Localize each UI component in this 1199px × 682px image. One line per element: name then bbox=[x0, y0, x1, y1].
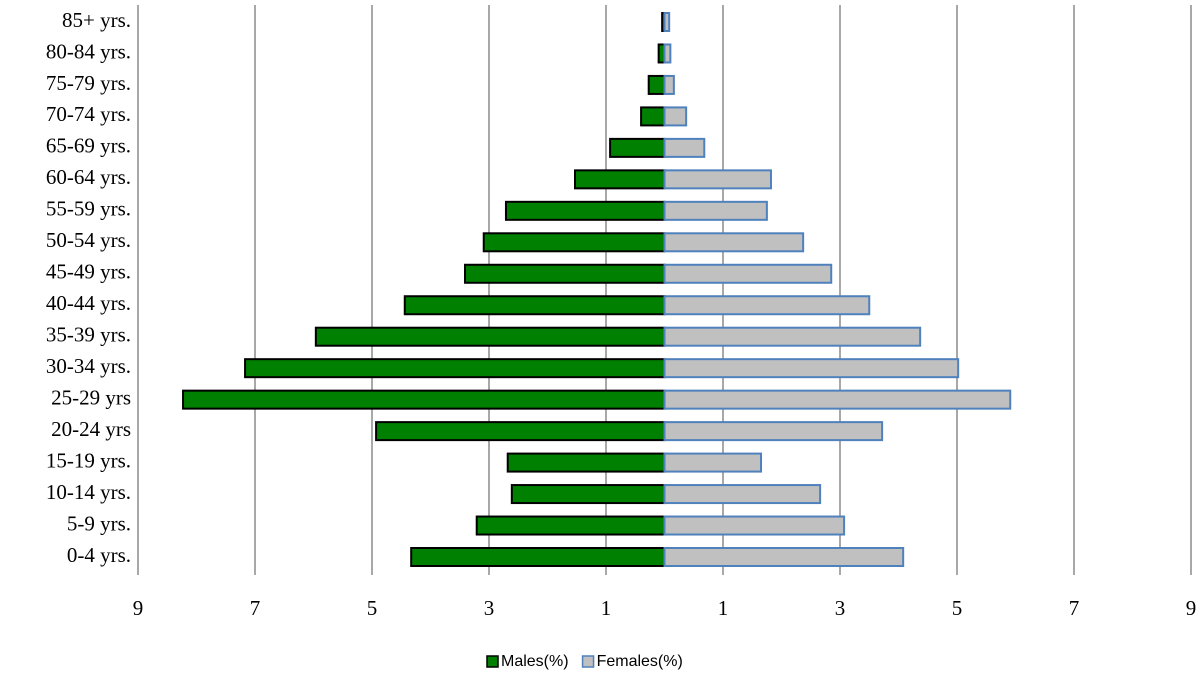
y-tick-label: 80-84 yrs. bbox=[46, 39, 131, 63]
bar bbox=[510, 484, 666, 505]
bar bbox=[663, 263, 833, 284]
y-tick-label: 45-49 yrs. bbox=[46, 260, 131, 284]
bar bbox=[410, 547, 666, 567]
x-tick-label: 5 bbox=[367, 596, 378, 620]
bar bbox=[640, 106, 666, 127]
bar bbox=[504, 200, 666, 221]
bar bbox=[663, 137, 706, 158]
y-tick-label: 10-14 yrs. bbox=[46, 480, 131, 504]
y-tick-label: 40-44 yrs. bbox=[46, 291, 131, 315]
bar bbox=[314, 326, 666, 347]
x-tick-label: 7 bbox=[250, 596, 261, 620]
bar bbox=[609, 137, 666, 158]
y-tick-label: 15-19 yrs. bbox=[46, 448, 131, 472]
bar bbox=[244, 358, 666, 379]
bar bbox=[663, 12, 671, 32]
bar bbox=[647, 74, 666, 95]
y-tick-label: 30-34 yrs. bbox=[46, 354, 131, 378]
bar bbox=[663, 547, 905, 567]
y-tick-label: 70-74 yrs. bbox=[46, 102, 131, 126]
bar bbox=[464, 263, 666, 284]
bar bbox=[182, 389, 666, 410]
bar bbox=[663, 515, 846, 536]
bar bbox=[663, 326, 922, 347]
bar bbox=[663, 106, 688, 127]
bar bbox=[663, 169, 772, 190]
bar bbox=[663, 74, 675, 95]
bar bbox=[663, 200, 768, 221]
y-tick-label: 5-9 yrs. bbox=[67, 511, 131, 535]
bar bbox=[663, 421, 884, 442]
bar bbox=[663, 358, 960, 379]
x-tick-label: 5 bbox=[952, 596, 963, 620]
x-tick-label: 9 bbox=[133, 596, 144, 620]
legend-swatch bbox=[581, 655, 595, 668]
bar bbox=[663, 232, 805, 253]
y-tick-label: 65-69 yrs. bbox=[46, 134, 131, 158]
y-tick-label: 25-29 yrs bbox=[51, 385, 131, 409]
y-tick-label: 35-39 yrs. bbox=[46, 323, 131, 347]
x-tick-label: 9 bbox=[1186, 596, 1197, 620]
x-tick-label: 7 bbox=[1069, 596, 1080, 620]
x-tick-label: 1 bbox=[718, 596, 729, 620]
bar bbox=[663, 43, 672, 64]
y-tick-label: 0-4 yrs. bbox=[67, 543, 131, 567]
x-tick-label: 3 bbox=[484, 596, 495, 620]
y-tick-label: 85+ yrs. bbox=[62, 8, 131, 32]
y-tick-label: 55-59 yrs. bbox=[46, 197, 131, 221]
bar bbox=[663, 295, 871, 316]
x-tick-label: 3 bbox=[835, 596, 846, 620]
bar bbox=[475, 515, 666, 536]
y-tick-label: 60-64 yrs. bbox=[46, 165, 131, 189]
bar bbox=[663, 389, 1012, 410]
bar bbox=[375, 421, 666, 442]
bar bbox=[663, 452, 763, 473]
legend-label: Females(%) bbox=[597, 653, 683, 670]
y-tick-label: 50-54 yrs. bbox=[46, 228, 131, 252]
bar bbox=[573, 169, 666, 190]
legend-swatch bbox=[486, 655, 499, 668]
y-tick-label: 75-79 yrs. bbox=[46, 71, 131, 95]
bar bbox=[663, 484, 822, 505]
x-tick-label: 1 bbox=[601, 596, 612, 620]
bar bbox=[403, 295, 666, 316]
y-tick-label: 20-24 yrs bbox=[51, 417, 131, 441]
bar bbox=[482, 232, 666, 253]
bar bbox=[506, 452, 666, 473]
legend-label: Males(%) bbox=[501, 653, 569, 670]
